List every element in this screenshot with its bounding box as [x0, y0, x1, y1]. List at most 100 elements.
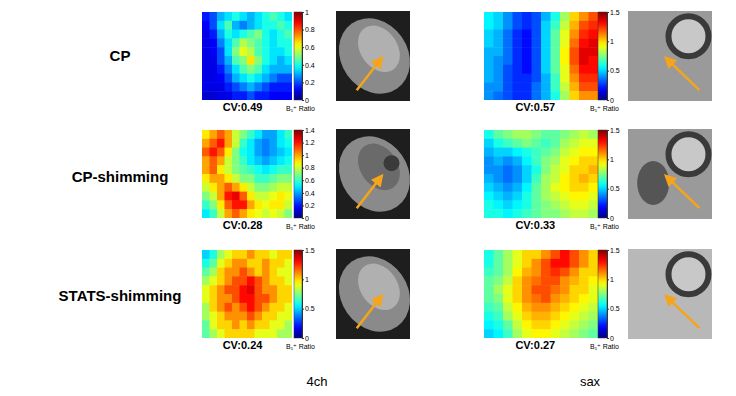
heatmap-cell — [232, 174, 240, 183]
heatmap-cell — [225, 276, 233, 285]
heatmap-cell — [589, 209, 599, 218]
heatmap-cell — [484, 174, 494, 183]
heatmap-cell — [494, 21, 504, 30]
heatmap-cell — [262, 285, 270, 294]
colorbar-tick: 1.5 — [607, 9, 620, 16]
heatmap-cell — [285, 294, 293, 303]
heatmap-cell — [589, 192, 599, 201]
heatmap-cell — [522, 148, 532, 157]
heatmap-cell — [210, 12, 218, 21]
heatmap-cell — [232, 21, 240, 30]
heatmap-cell — [532, 139, 542, 148]
heatmap-cell — [484, 209, 494, 218]
heatmap — [484, 250, 598, 338]
heatmap-cell — [232, 276, 240, 285]
heatmap-cell — [532, 148, 542, 157]
heatmap-cell — [210, 139, 218, 148]
heatmap-cell — [570, 192, 580, 201]
image-body — [324, 122, 424, 225]
heatmap-cell — [210, 65, 218, 74]
heatmap-cell — [247, 56, 255, 65]
heatmap-cell — [202, 329, 210, 338]
heatmap-cell — [217, 91, 225, 100]
heatmap-cell — [532, 294, 542, 303]
heatmap-cell — [513, 320, 523, 329]
heatmap-cell — [494, 320, 504, 329]
heatmap-cell — [503, 250, 513, 259]
colorbar-tick: 0.4 — [302, 62, 315, 69]
heatmap-cell — [270, 259, 278, 268]
heatmap-cell — [262, 65, 270, 74]
colorbar-tick-label: 1 — [610, 276, 614, 283]
colorbar-tick-label: 0.6 — [305, 44, 315, 51]
heatmap-cell — [513, 183, 523, 192]
heatmap-cell — [202, 38, 210, 47]
heatmap-cell — [277, 183, 285, 192]
heatmap-cell — [240, 250, 248, 259]
arrow — [357, 58, 382, 90]
heatmap-cell — [532, 65, 542, 74]
panel: 00.511.5CV:0.24B₁⁺ Ratio — [202, 242, 424, 351]
heatmap-cell — [522, 259, 532, 268]
heatmap-cell — [589, 21, 599, 30]
colorbar-tick: 0 — [302, 97, 309, 104]
heatmap-cell — [225, 259, 233, 268]
heatmap-cell — [579, 21, 589, 30]
heatmap-cell — [589, 30, 599, 39]
heatmap-cell — [255, 174, 263, 183]
heatmap-cell — [270, 268, 278, 277]
heatmap-cell — [210, 276, 218, 285]
heatmap-cell — [247, 130, 255, 139]
colorbar-tick-label: 1.4 — [305, 127, 315, 134]
heatmap-cell — [202, 303, 210, 312]
heatmap-cell — [484, 65, 494, 74]
heatmap-cell — [225, 56, 233, 65]
heatmap-cell — [225, 65, 233, 74]
heatmap-cell — [210, 165, 218, 174]
heatmap-cell — [551, 21, 561, 30]
heatmap-cell — [541, 259, 551, 268]
heatmap-cell — [589, 47, 599, 56]
heatmap-cell — [255, 209, 263, 218]
heatmap-cell — [202, 250, 210, 259]
heatmap-cell — [225, 294, 233, 303]
colorbar-tick-mark — [302, 205, 304, 206]
heatmap-cell — [503, 82, 513, 91]
heatmap-cell — [522, 294, 532, 303]
heatmap-cell — [503, 329, 513, 338]
heatmap-cell — [247, 165, 255, 174]
heatmap-cell — [513, 329, 523, 338]
heatmap-cell — [277, 74, 285, 83]
heatmap-cell — [541, 165, 551, 174]
colorbar-tick-mark — [607, 100, 609, 101]
colorbar-tick-label: 0.8 — [305, 164, 315, 171]
heatmap-cell — [240, 294, 248, 303]
heatmap-cell — [277, 156, 285, 165]
heatmap-cell — [255, 259, 263, 268]
colorbar-tick: 1 — [302, 9, 309, 16]
heatmap-cell — [210, 285, 218, 294]
heatmap-cell — [217, 192, 225, 201]
heatmap-cell — [579, 82, 589, 91]
heatmap-cell — [277, 294, 285, 303]
heatmap-cell — [270, 130, 278, 139]
heatmap-cell — [532, 47, 542, 56]
image-body — [324, 4, 424, 107]
heatmap-cell — [589, 91, 599, 100]
colorbar-tick-label: 0.5 — [610, 185, 620, 192]
heatmap-cell — [217, 174, 225, 183]
heatmap-cell — [202, 165, 210, 174]
heatmap-cell — [225, 183, 233, 192]
heatmap-cell — [210, 38, 218, 47]
heatmap-cell — [240, 303, 248, 312]
heatmap-cell — [277, 268, 285, 277]
heatmap-cell — [560, 91, 570, 100]
image-heart — [668, 16, 708, 56]
heatmap-cell — [262, 30, 270, 39]
heatmap-cell — [522, 156, 532, 165]
heatmap-cell — [494, 174, 504, 183]
colorbar-tick-label: 0 — [610, 335, 614, 342]
colorbar-tick-mark — [302, 82, 304, 83]
heatmap-cell — [210, 294, 218, 303]
heatmap-cell — [484, 74, 494, 83]
